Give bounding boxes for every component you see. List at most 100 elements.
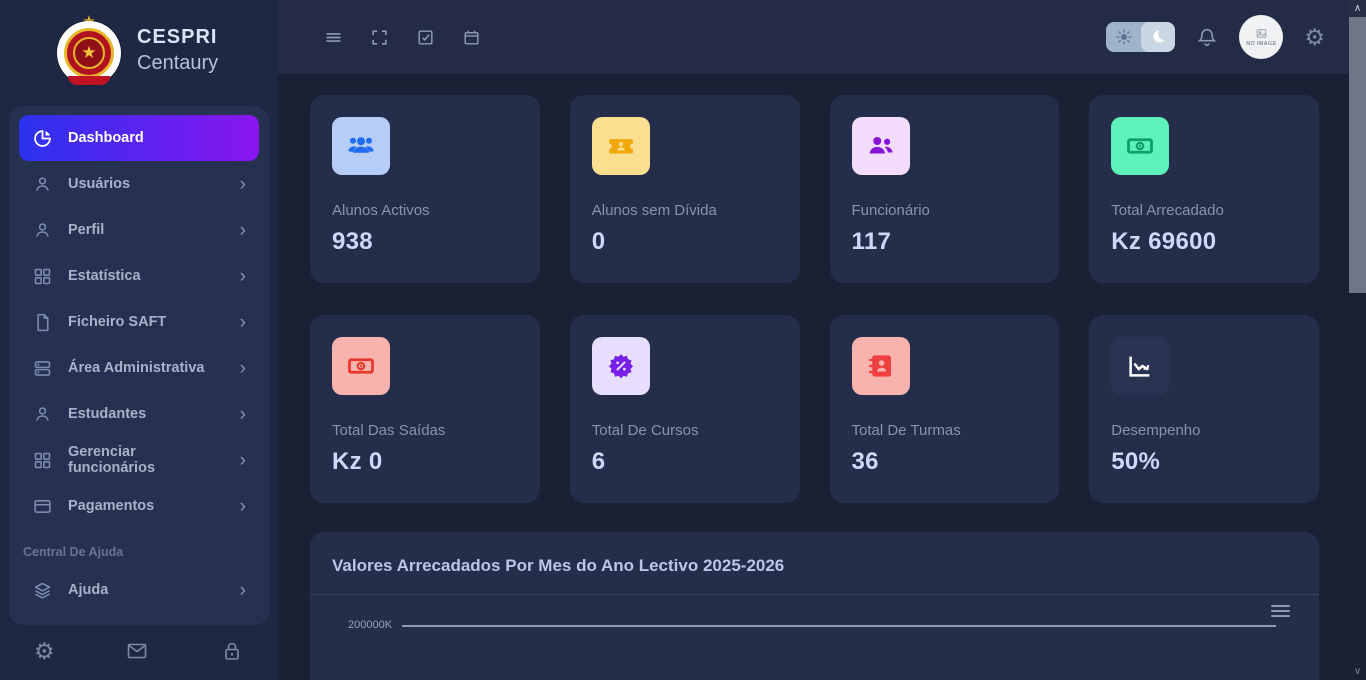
revenue-line-series bbox=[310, 595, 1319, 680]
image-placeholder-icon bbox=[1255, 27, 1268, 40]
user-avatar[interactable]: NO IMAGE bbox=[1239, 15, 1284, 59]
vertical-scrollbar[interactable]: ∧ ∨ bbox=[1349, 0, 1366, 680]
chart-title: Valores Arrecadados Por Mes do Ano Lecti… bbox=[332, 556, 785, 575]
user-icon bbox=[32, 404, 53, 425]
stat-label: Total De Cursos bbox=[591, 422, 699, 439]
sidebar-item-label: Dashboard bbox=[68, 130, 144, 146]
address-book-icon bbox=[866, 351, 896, 381]
sidebar-item-pagamentos[interactable]: Pagamentos › bbox=[19, 483, 259, 529]
stat-value: 938 bbox=[332, 228, 373, 255]
server-icon bbox=[32, 358, 53, 379]
money-bill-icon-tile bbox=[1111, 117, 1170, 175]
sidebar-item-estudantes[interactable]: Estudantes › bbox=[19, 391, 259, 437]
sidebar-item-label: Estudantes bbox=[68, 406, 147, 422]
stat-value: 36 bbox=[851, 448, 879, 475]
sidebar-item-label: Usuários bbox=[68, 176, 131, 192]
sun-icon bbox=[1115, 28, 1133, 46]
scrollbar-thumb[interactable] bbox=[1349, 17, 1366, 293]
content: Alunos Activos 938 Alunos sem Dívida 0 Funci… bbox=[278, 74, 1349, 680]
percent-seal-icon-tile bbox=[591, 337, 650, 395]
chart-card: Valores Arrecadados Por Mes do Ano Lecti… bbox=[310, 532, 1319, 680]
stat-label: Alunos Activos bbox=[332, 202, 430, 219]
menu-icon[interactable] bbox=[324, 28, 343, 47]
file-icon bbox=[32, 312, 53, 333]
mail-icon[interactable] bbox=[125, 639, 149, 663]
pie-chart-icon bbox=[32, 128, 53, 149]
stat-label: Total Arrecadado bbox=[1111, 202, 1224, 219]
sidebar-item-label: Ajuda bbox=[68, 582, 109, 598]
chevron-right-icon: › bbox=[239, 357, 246, 379]
stat-card-desempenho: Desempenho 50% bbox=[1089, 315, 1319, 503]
sidebar-item-area-administrativa[interactable]: Área Administrativa › bbox=[19, 345, 259, 391]
credit-card-icon bbox=[32, 496, 53, 517]
dark-mode-half[interactable] bbox=[1140, 22, 1176, 52]
gridline bbox=[402, 625, 1276, 627]
sidebar-item-ficheiro-saft[interactable]: Ficheiro SAFT › bbox=[19, 299, 259, 345]
sidebar-item-perfil[interactable]: Perfil › bbox=[19, 207, 259, 253]
sidebar-item-label: Estatística bbox=[68, 268, 141, 284]
scroll-down-icon[interactable]: ∨ bbox=[1353, 666, 1362, 677]
brand-title: CESPRI bbox=[137, 25, 218, 48]
sidebar-item-usuarios[interactable]: Usuários › bbox=[19, 161, 259, 207]
sidebar-item-ajuda[interactable]: Ajuda › bbox=[19, 567, 259, 613]
stat-value: 50% bbox=[1111, 448, 1161, 475]
address-book-icon-tile bbox=[851, 337, 910, 395]
lock-icon[interactable] bbox=[220, 639, 244, 663]
bell-icon[interactable] bbox=[1196, 26, 1218, 48]
percent-seal-icon bbox=[606, 351, 636, 381]
user-icon bbox=[32, 220, 53, 241]
stat-card-total-de-cursos: Total De Cursos 6 bbox=[569, 315, 800, 503]
sidebar-item-label: Perfil bbox=[68, 222, 105, 238]
sidebar-item-estatistica[interactable]: Estatística › bbox=[19, 253, 259, 299]
fullscreen-icon[interactable] bbox=[370, 28, 389, 47]
stat-card-alunos-activos: Alunos Activos 938 bbox=[310, 95, 540, 283]
chevron-right-icon: › bbox=[239, 449, 246, 471]
grid-icon bbox=[32, 266, 53, 287]
user-icon bbox=[32, 174, 53, 195]
stat-card-total-arrecadado: Total Arrecadado Kz 69600 bbox=[1089, 95, 1319, 283]
grid-icon bbox=[32, 450, 53, 471]
stat-value: 117 bbox=[851, 228, 892, 255]
sidebar-footer: ⚙ bbox=[0, 622, 278, 680]
layers-icon bbox=[32, 580, 53, 601]
two-users-icon-tile bbox=[851, 117, 910, 175]
sidebar-item-dashboard[interactable]: Dashboard bbox=[19, 115, 259, 161]
chevron-right-icon: › bbox=[239, 265, 246, 287]
chevron-right-icon: › bbox=[239, 495, 246, 517]
y-axis-tick-label: 200000K bbox=[348, 619, 393, 631]
topbar-gear-icon[interactable]: ⚙ bbox=[1304, 23, 1325, 50]
theme-toggle[interactable] bbox=[1106, 22, 1176, 52]
chevron-right-icon: › bbox=[239, 579, 246, 601]
stat-label: Total Das Saídas bbox=[332, 422, 446, 439]
chart-line-icon bbox=[1125, 351, 1155, 381]
chart-menu-icon[interactable] bbox=[1271, 602, 1290, 620]
stat-card-total-das-saidas: Total Das Saídas Kz 0 bbox=[310, 315, 540, 503]
chevron-right-icon: › bbox=[239, 403, 246, 425]
chart-area: 200000K bbox=[310, 595, 1319, 680]
users-group-icon bbox=[346, 131, 376, 161]
sidebar-nav: Dashboard Usuários › Perfil › Estatística › Fic… bbox=[9, 106, 269, 625]
brand: ★ ★ CESPRI Centaury bbox=[0, 0, 278, 97]
moon-icon bbox=[1149, 28, 1167, 46]
chevron-right-icon: › bbox=[239, 219, 246, 241]
brand-subtitle: Centaury bbox=[137, 51, 219, 74]
stat-cards: Alunos Activos 938 Alunos sem Dívida 0 Funci… bbox=[310, 95, 1319, 503]
chevron-right-icon: › bbox=[239, 311, 246, 333]
sidebar-item-label: Ficheiro SAFT bbox=[68, 314, 167, 330]
stat-label: Alunos sem Dívida bbox=[591, 202, 717, 219]
light-mode-half[interactable] bbox=[1106, 22, 1141, 52]
settings-gear-icon[interactable]: ⚙ bbox=[34, 637, 55, 664]
chart-line-icon-tile bbox=[1111, 337, 1170, 395]
stat-label: Desempenho bbox=[1111, 422, 1201, 439]
sidebar-item-label: Pagamentos bbox=[68, 498, 155, 514]
sidebar-item-gerenciar-funcionarios[interactable]: Gerenciar funcionários › bbox=[19, 437, 259, 483]
stat-card-funcionario: Funcionário 117 bbox=[829, 95, 1060, 283]
checkbox-icon[interactable] bbox=[416, 28, 435, 47]
avatar-label: NO IMAGE bbox=[1246, 41, 1277, 47]
nav-section-label: Central De Ajuda bbox=[23, 545, 124, 559]
scroll-up-icon[interactable]: ∧ bbox=[1349, 0, 1366, 17]
two-users-icon bbox=[866, 131, 896, 161]
calendar-icon[interactable] bbox=[462, 28, 481, 47]
sidebar-item-label: Área Administrativa bbox=[68, 360, 205, 376]
stat-card-alunos-sem-divida: Alunos sem Dívida 0 bbox=[569, 95, 800, 283]
